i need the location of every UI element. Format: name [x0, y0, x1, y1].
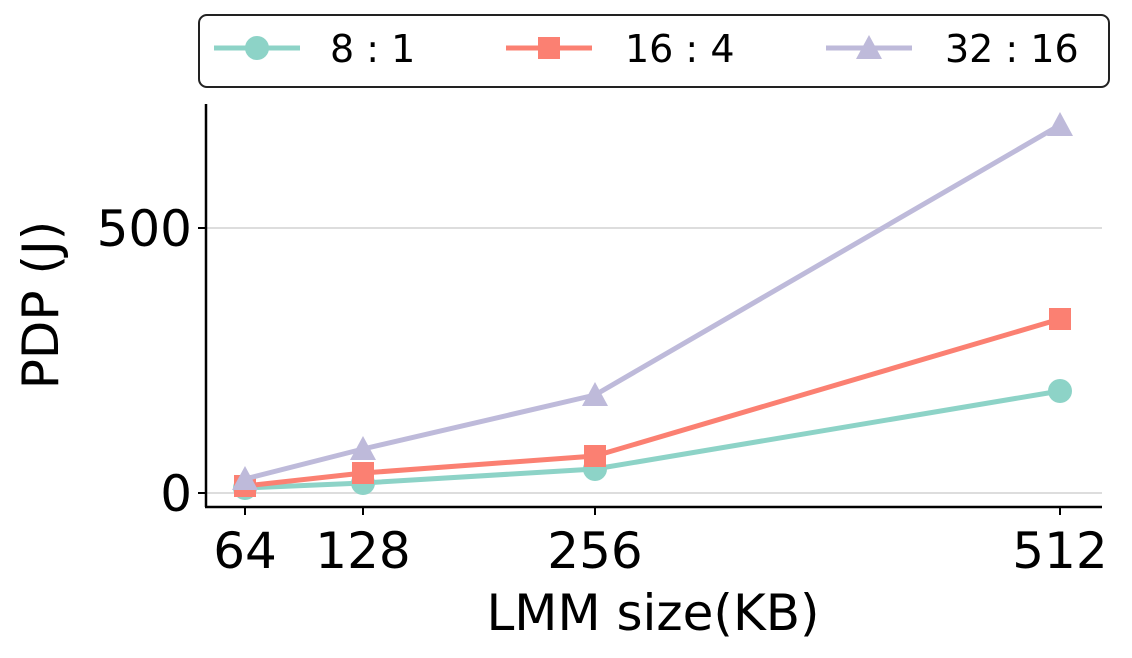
legend-label: 8 : 1 [330, 27, 415, 71]
x-tick-label: 64 [213, 522, 277, 580]
circle-marker-icon [245, 36, 269, 60]
legend: 8 : 1 16 : 4 32 : 16 [198, 14, 1110, 88]
legend-item-16-4: 16 : 4 [506, 27, 735, 71]
square-marker-icon [538, 37, 560, 59]
triangle-marker-icon [856, 35, 882, 59]
x-tick-label: 256 [547, 522, 642, 580]
x-tick-label: 512 [1012, 522, 1107, 580]
y-tick-label: 500 [97, 200, 192, 258]
y-tick-label: 0 [160, 465, 192, 523]
series-16-4 [234, 308, 1071, 497]
series-32-16 [232, 112, 1073, 490]
legend-item-8-1: 8 : 1 [214, 27, 415, 71]
legend-item-32-16: 32 : 16 [826, 27, 1079, 71]
legend-label: 16 : 4 [625, 27, 735, 71]
x-tick-label: 128 [315, 522, 410, 580]
x-axis-label: LMM size(KB) [486, 584, 819, 642]
y-axis-label: PDP (J) [12, 221, 70, 389]
legend-label: 32 : 16 [945, 27, 1079, 71]
